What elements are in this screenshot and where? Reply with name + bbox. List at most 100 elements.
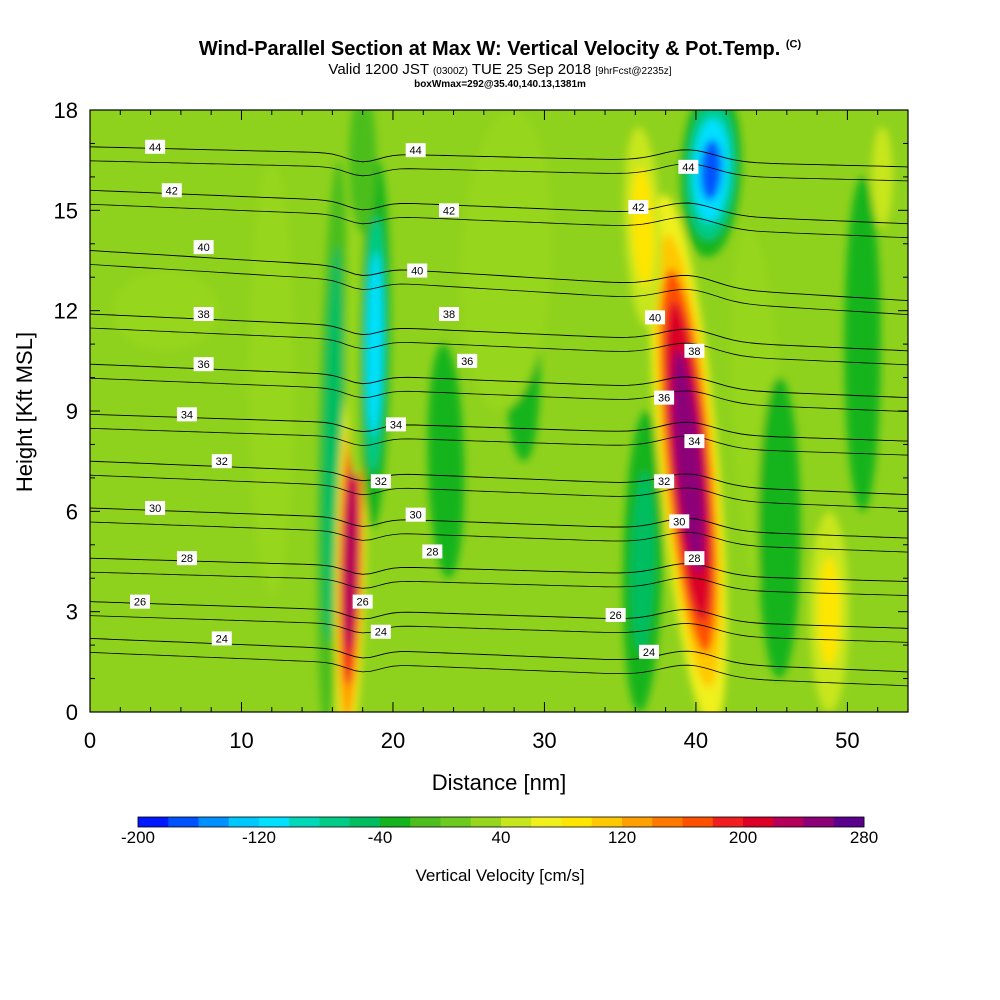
contour-label-box [370,474,391,489]
contour-label: 28 [422,544,443,559]
contour-label: 26 [605,608,626,623]
contour-label-text: 38 [443,309,455,321]
contour-label-box [129,594,150,609]
chart-box-info: boxWmax=292@35.40,140.13,1381m [414,79,586,90]
contour-label-text: 28 [426,546,438,558]
contour-label-text: 32 [216,456,228,468]
theta-contour-28 [90,557,908,583]
contour-label: 36 [654,390,675,405]
theta-contour-minor [90,264,908,315]
colorbar-swatch [289,817,320,827]
x-tick-label: 50 [835,728,859,753]
contour-label: 38 [684,343,705,358]
contour-label-box [684,343,705,358]
contour-label-text: 44 [149,142,161,154]
colorbar-swatch [833,817,865,827]
theta-contour-26 [90,601,908,629]
y-tick-label: 3 [66,600,78,625]
x-axis-label: Distance [nm] [432,770,567,795]
contour-label-box [605,608,626,623]
contour-label-text: 24 [643,647,655,659]
colorbar: -200 -120 -40 40 120 200 280 [121,816,878,847]
contour-label: 36 [457,353,478,368]
contour-label: 44 [405,143,426,158]
y-tick-label: 18 [54,98,78,123]
contour-label-box [211,454,232,469]
y-tick-label: 9 [66,399,78,424]
colorbar-swatch [622,817,653,827]
contour-label: 34 [385,417,406,432]
contour-label: 32 [654,474,675,489]
theta-contour-minor [90,474,908,509]
colorbar-tick-label: -120 [242,828,276,847]
theta-contour-minor [90,615,908,643]
contour-label-text: 40 [649,312,661,324]
contour-label-text: 32 [375,476,387,488]
theta-contour-minor [90,521,908,553]
theta-contour-44 [90,146,908,168]
theta-contour-38 [90,313,908,352]
colorbar-swatch [138,817,169,827]
contour-label-box [176,407,197,422]
x-tick-label: 40 [684,728,708,753]
contour-label-box [407,263,428,278]
theta-contour-minor [90,571,908,596]
contour-label: 42 [628,199,649,214]
contour-label-box [370,624,391,639]
contour-label-box [193,240,214,255]
chart-title: Wind-Parallel Section at Max W: Vertical… [198,38,802,60]
colorbar-swatch [561,817,593,827]
y-axis-label: Height [Kft MSL] [12,332,37,492]
theta-contour-minor [90,160,908,182]
contour-label: 26 [352,594,373,609]
contour-label: 32 [211,454,232,469]
contour-label-text: 36 [197,359,209,371]
contour-label: 40 [407,263,428,278]
contour-label-text: 28 [181,553,193,565]
colorbar-swatch [531,817,562,827]
colorbar-swatch [591,817,623,827]
x-tick-label: 10 [229,728,253,753]
colorbar-swatch [470,817,502,827]
contour-label: 40 [645,310,666,325]
colorbar-swatch [712,817,744,827]
contour-label-box [678,159,699,174]
colorbar-label: Vertical Velocity [cm/s] [415,866,584,885]
contour-label-text: 24 [375,627,387,639]
theta-contour-minor [90,427,908,456]
contour-label: 36 [193,357,214,372]
y-tick-label: 15 [54,198,78,223]
contour-label-text: 36 [461,356,473,368]
contour-label: 24 [211,631,232,646]
contour-label-text: 26 [134,597,146,609]
contour-label-box [422,544,443,559]
contour-label-box [645,310,666,325]
contour-label-box [628,199,649,214]
contour-label-text: 44 [410,145,422,157]
chart-subtitle: Valid 1200 JST (0300Z) TUE 25 Sep 2018 [… [328,61,672,78]
contour-label-text: 32 [658,476,670,488]
colorbar-swatch [168,817,199,827]
contour-label: 30 [145,500,166,515]
colorbar-swatch [773,817,804,827]
contour-label-box [654,390,675,405]
colorbar-swatch [228,817,260,827]
contour-label-box [352,594,373,609]
contour-label: 28 [684,551,705,566]
contour-label-text: 28 [688,553,700,565]
vertical-velocity-field [112,110,893,712]
theta-contour-minor [90,377,908,412]
contour-label-box [161,183,182,198]
w-region-updraft-core-right-4 [672,349,705,574]
contour-label-text: 30 [410,510,422,522]
contour-label-text: 42 [632,202,644,214]
contour-label-text: 26 [357,597,369,609]
contour-label-box [654,474,675,489]
contour-label-text: 26 [610,610,622,622]
w-region-weak-downdraft-right-0 [758,377,801,679]
contour-label-text: 40 [411,266,423,278]
contour-label: 42 [161,183,182,198]
colorbar-tick-label: 120 [608,828,636,847]
contour-label-text: 44 [682,162,694,174]
w-region-updraft-right-upper-1 [631,166,655,288]
